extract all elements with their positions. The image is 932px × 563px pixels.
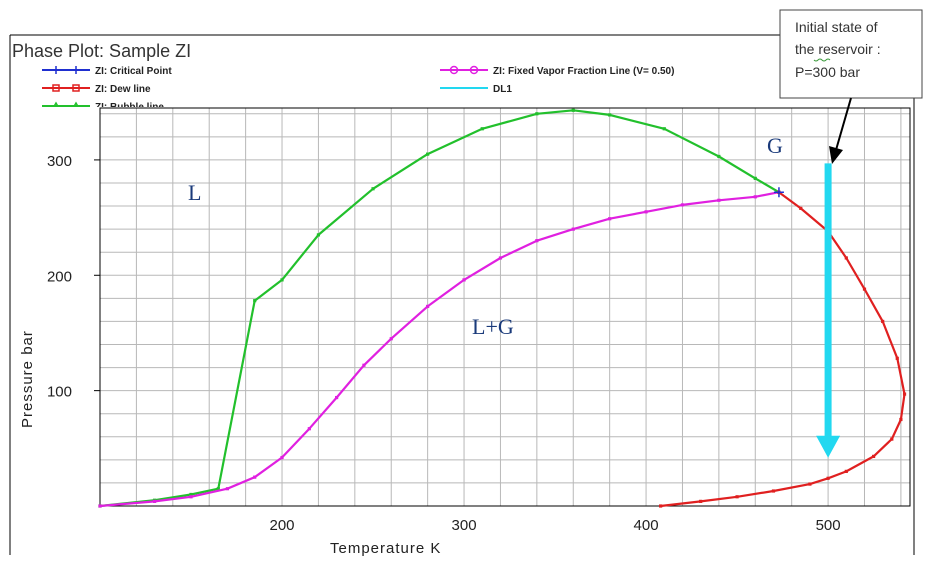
callout-line-3: P=300 bar [795, 64, 860, 80]
data-point [608, 113, 612, 117]
data-point [680, 203, 685, 207]
region-label-gas: G [767, 133, 783, 158]
data-point [902, 392, 907, 396]
data-point [280, 455, 284, 460]
data-point [571, 108, 575, 112]
y-tick-label: 200 [47, 268, 72, 285]
data-point [253, 475, 257, 479]
data-point [216, 487, 220, 491]
legend-label: DL1 [493, 84, 512, 95]
data-point [462, 278, 466, 282]
legend-item: ZI: Bubble line [42, 101, 164, 113]
legend-item: DL1 [440, 84, 512, 95]
data-point [644, 210, 648, 214]
legend-marker-triangle [72, 101, 80, 107]
data-point [535, 112, 539, 116]
data-point [895, 356, 899, 360]
data-point [189, 492, 193, 497]
x-axis-label: Temperature K [330, 540, 441, 557]
tick-labels: 200 300 400 500 100 200 300 [47, 153, 841, 534]
legend-item: ZI: Critical Point [42, 66, 172, 77]
spellcheck-underline [813, 58, 831, 62]
data-point [280, 278, 284, 282]
data-point [98, 504, 102, 508]
data-point [498, 256, 503, 260]
data-point [699, 499, 703, 503]
legend-label: ZI: Bubble line [95, 102, 164, 113]
grid [100, 108, 910, 506]
data-point [389, 337, 393, 341]
series-line-zi-dew-line [660, 191, 906, 508]
legend: ZI: Critical Point ZI: Dew line ZI: Bubble… [42, 65, 674, 113]
data-point [826, 476, 830, 480]
legend-marker-circle [449, 65, 459, 75]
legend-item: ZI: Fixed Vapor Fraction Line (V= 0.50) [440, 65, 674, 77]
data-point [844, 256, 848, 260]
y-tick-label: 100 [47, 384, 72, 401]
y-tick-label: 300 [47, 153, 72, 170]
data-point [371, 187, 375, 191]
data-point [890, 437, 894, 441]
data-point [225, 487, 230, 491]
data-point [608, 217, 612, 221]
data-point [426, 304, 430, 309]
region-label-two-phase: L+G [472, 314, 514, 339]
data-point [316, 233, 321, 237]
data-point [153, 499, 157, 503]
data-point [799, 206, 803, 210]
data-point [899, 417, 903, 422]
data-point [735, 495, 739, 499]
x-tick-label: 400 [634, 517, 659, 534]
callout-line-2: the reservoir : [795, 41, 881, 57]
series-layer [98, 108, 907, 508]
data-point [808, 482, 812, 486]
data-point [189, 495, 193, 499]
region-label-liquid: L [188, 180, 201, 205]
data-point [307, 427, 311, 431]
dl1-arrow-layer [816, 163, 841, 458]
data-point [335, 395, 339, 400]
data-point [753, 176, 757, 180]
data-point [659, 504, 663, 508]
critical-point-marker [773, 187, 784, 198]
x-tick-label: 300 [452, 517, 477, 534]
callout-line-1: Initial state of [795, 19, 878, 35]
legend-marker-circle [469, 65, 479, 75]
data-point [881, 319, 885, 324]
data-point [426, 152, 430, 156]
legend-label: ZI: Critical Point [95, 66, 172, 77]
data-point [753, 195, 757, 199]
series-line-zi-fixed-vapor-fraction-line-v-0-50 [99, 191, 780, 508]
legend-marker-square [52, 84, 60, 92]
data-point [535, 239, 539, 243]
legend-label: ZI: Dew line [95, 84, 151, 95]
data-point [571, 227, 575, 231]
data-point [862, 287, 867, 291]
y-axis-label: Pressure bar [19, 330, 36, 428]
data-point [717, 198, 721, 202]
data-point [662, 127, 666, 131]
data-point [844, 469, 848, 473]
data-point [771, 489, 776, 493]
data-point [253, 299, 257, 303]
legend-marker-triangle [52, 101, 60, 107]
x-tick-label: 200 [270, 517, 295, 534]
callout-arrow [829, 97, 852, 164]
legend-item: ZI: Dew line [42, 84, 151, 95]
series-line-zi-bubble-line [99, 109, 780, 508]
chart-title: Phase Plot: Sample ZI [12, 41, 191, 61]
data-point [717, 154, 721, 159]
legend-marker-square [72, 84, 80, 92]
legend-label: ZI: Fixed Vapor Fraction Line (V= 0.50) [493, 66, 674, 77]
data-point [362, 363, 366, 367]
plot-frame [99, 107, 911, 507]
data-point [480, 127, 484, 131]
x-tick-label: 500 [816, 517, 841, 534]
dl1-arrow-head [816, 435, 841, 458]
callout-box [779, 9, 923, 99]
data-point [871, 454, 876, 458]
